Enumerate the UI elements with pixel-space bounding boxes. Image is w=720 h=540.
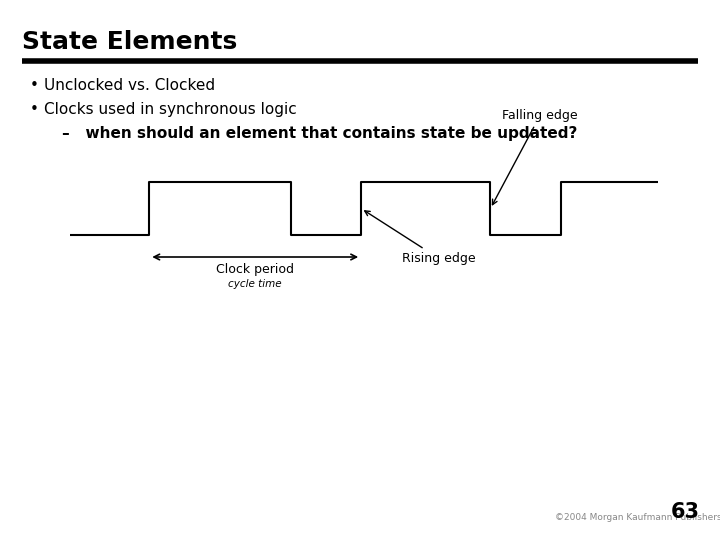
Text: Rising edge: Rising edge: [365, 211, 476, 265]
Text: ©2004 Morgan Kaufmann Publishers: ©2004 Morgan Kaufmann Publishers: [555, 513, 720, 522]
Text: •: •: [30, 102, 39, 117]
Text: 63: 63: [671, 502, 700, 522]
Text: State Elements: State Elements: [22, 30, 238, 54]
Text: –   when should an element that contains state be updated?: – when should an element that contains s…: [62, 126, 577, 141]
Text: Falling edge: Falling edge: [492, 109, 578, 205]
Text: •: •: [30, 78, 39, 93]
Text: Unclocked vs. Clocked: Unclocked vs. Clocked: [44, 78, 215, 93]
Text: Clocks used in synchronous logic: Clocks used in synchronous logic: [44, 102, 297, 117]
Text: cycle time: cycle time: [228, 279, 282, 289]
Text: Clock period: Clock period: [216, 263, 294, 276]
